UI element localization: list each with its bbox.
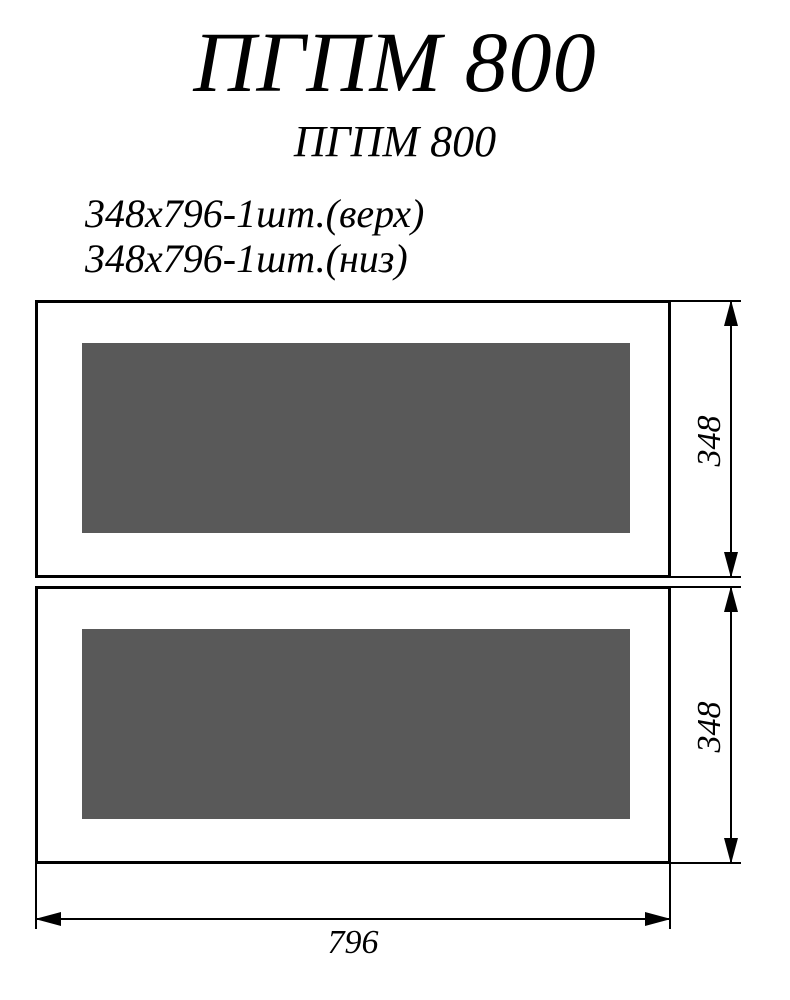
panel-bottom-inner [82, 629, 630, 819]
dimension-height-top: 348 [680, 300, 780, 578]
dimension-height-bottom: 348 [680, 586, 780, 864]
dimension-width: 796 [35, 864, 671, 984]
panel-top-outer [35, 300, 671, 578]
technical-drawing-page: ПГПМ 800 ПГПМ 800 348х796-1шт.(верх) 348… [0, 0, 790, 1000]
arrowhead-up-icon [720, 300, 742, 328]
dimension-height-bottom-label: 348 [691, 687, 729, 767]
arrowhead-down-icon [720, 836, 742, 864]
spec-line-bottom: 348х796-1шт.(низ) [85, 235, 408, 282]
drawing-title: ПГПМ 800 [0, 12, 790, 112]
dimension-width-label: 796 [35, 924, 671, 962]
spec-line-top: 348х796-1шт.(верх) [85, 190, 424, 237]
panel-top-inner [82, 343, 630, 533]
arrowhead-down-icon [720, 550, 742, 578]
dimension-height-top-label: 348 [691, 401, 729, 481]
drawing-subtitle: ПГПМ 800 [0, 116, 790, 167]
arrowhead-up-icon [720, 586, 742, 614]
panel-bottom-outer [35, 586, 671, 864]
